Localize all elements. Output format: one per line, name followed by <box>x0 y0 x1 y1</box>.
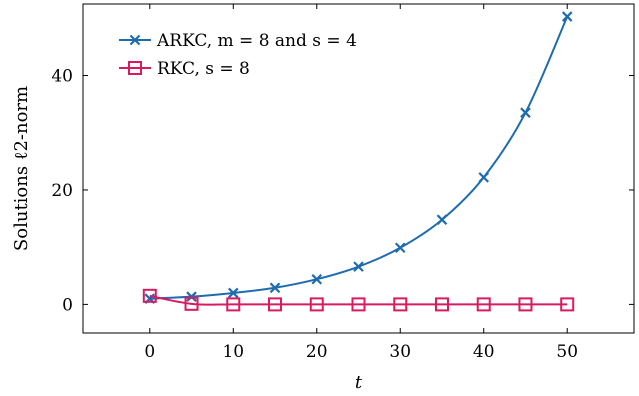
series-line <box>149 16 569 300</box>
series-1 <box>144 11 573 304</box>
data-point <box>186 291 197 302</box>
x-tick-label: 0 <box>144 342 155 362</box>
legend-label: RKC, s = 8 <box>157 59 250 79</box>
data-point-stroke-b <box>478 172 490 183</box>
data-point <box>561 11 573 22</box>
x-axis-label: t <box>355 372 363 393</box>
data-point <box>309 297 324 312</box>
data-point <box>436 214 448 225</box>
y-tick-label: 0 <box>62 295 73 315</box>
x-tick-label: 10 <box>222 342 244 362</box>
x-tick-label: 30 <box>389 342 411 362</box>
x-tick-label: 50 <box>556 342 578 362</box>
series-2 <box>142 288 575 312</box>
axes: 0 10 20 30 40 50 0 20 40 t Solutions ℓ2-norm <box>11 3 635 393</box>
y-tick-label: 40 <box>51 67 73 87</box>
data-point <box>520 107 531 118</box>
data-point-stroke-b <box>394 242 406 254</box>
data-point-stroke-b <box>561 11 573 22</box>
data-point <box>518 297 533 312</box>
data-point <box>560 297 575 312</box>
x-tick-label: 40 <box>473 342 495 362</box>
data-point-stroke-b <box>227 287 239 299</box>
data-point-stroke-b <box>436 214 448 225</box>
legend-marker-stroke-b <box>129 34 141 46</box>
data-point <box>351 297 366 312</box>
data-point <box>478 172 490 183</box>
data-point <box>434 297 449 312</box>
y-axis-label: Solutions ℓ2-norm <box>11 86 32 251</box>
x-tick-label: 20 <box>306 342 328 362</box>
legend: ARKC, m = 8 and s = 4 RKC, s = 8 <box>119 31 357 79</box>
data-point <box>142 288 157 303</box>
data-point-stroke-b <box>269 282 281 294</box>
data-point-stroke-b <box>186 291 197 302</box>
data-point <box>476 297 491 312</box>
series-line <box>149 294 568 306</box>
data-point <box>226 297 241 312</box>
data-point <box>184 296 199 311</box>
data-point <box>227 287 239 299</box>
data-point <box>393 297 408 312</box>
data-point-stroke-b <box>311 273 323 285</box>
plot-frame <box>82 3 635 334</box>
data-point <box>268 297 283 312</box>
legend-marker <box>129 34 141 46</box>
data-point <box>353 261 364 272</box>
plot-area <box>142 11 575 312</box>
legend-entry-1: ARKC, m = 8 and s = 4 <box>119 31 357 51</box>
legend-label: ARKC, m = 8 and s = 4 <box>156 31 357 51</box>
data-point-stroke-b <box>520 107 531 118</box>
data-point <box>311 273 323 285</box>
data-point <box>394 242 406 254</box>
legend-entry-2: RKC, s = 8 <box>119 59 250 79</box>
data-point-stroke-b <box>353 261 364 272</box>
y-tick-label: 20 <box>51 181 73 201</box>
data-point <box>269 282 281 294</box>
legend-marker <box>128 61 142 75</box>
